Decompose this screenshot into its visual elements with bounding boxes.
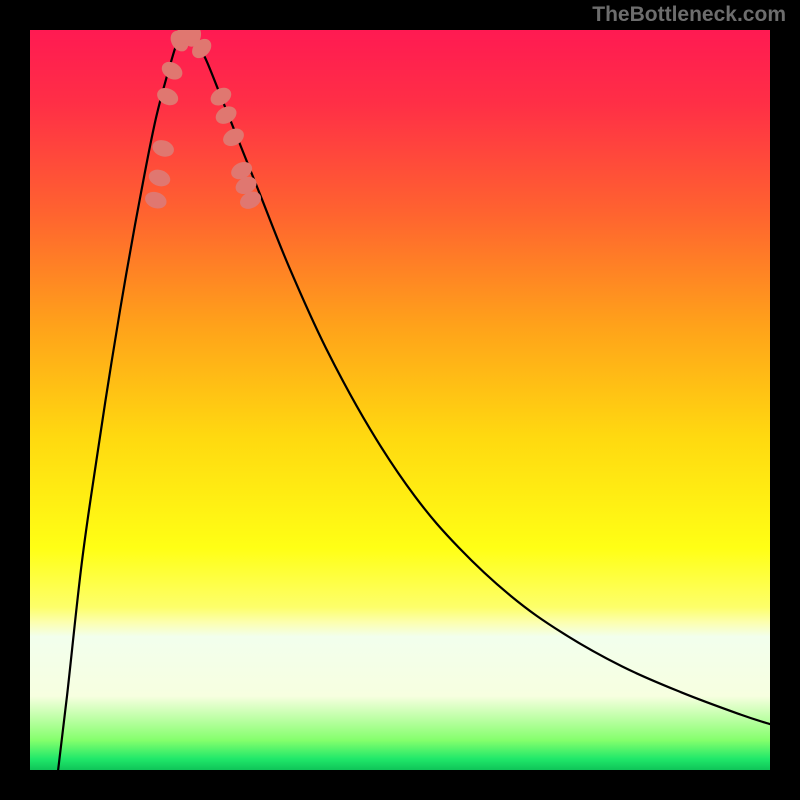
- plot-area: [30, 30, 770, 770]
- chart-root: TheBottleneck.com: [0, 0, 800, 800]
- chart-svg: [30, 30, 770, 770]
- data-marker: [147, 167, 173, 189]
- data-marker: [143, 189, 169, 211]
- data-marker: [213, 103, 240, 127]
- data-marker: [207, 84, 234, 109]
- data-marker: [150, 137, 176, 159]
- watermark-label: TheBottleneck.com: [592, 3, 786, 27]
